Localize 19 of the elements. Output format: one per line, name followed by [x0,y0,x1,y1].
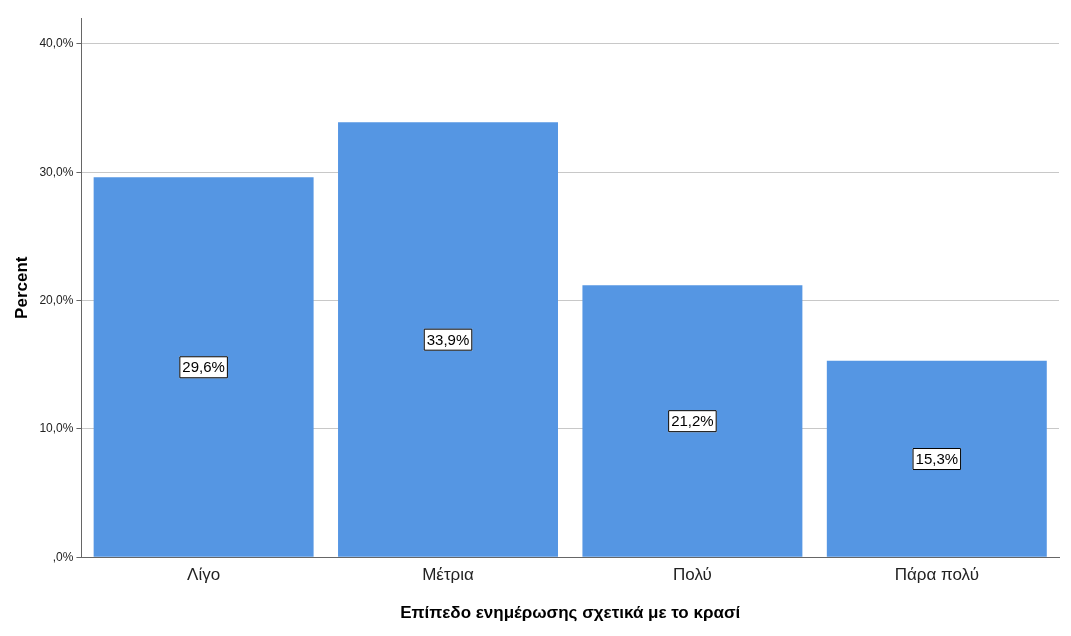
data-label: 33,9% [426,330,470,348]
data-label: 21,2% [671,412,714,430]
bar [338,122,558,557]
bar [826,360,1047,557]
x-tick-label: Λίγο [187,565,221,585]
x-tick-label: Πάρα πολύ [894,565,979,585]
y-tick-label: 30,0% [39,164,74,179]
x-tick-label: Μέτρια [422,565,475,585]
x-tick-label: Πολύ [673,565,712,585]
data-label: 15,3% [915,450,959,468]
y-axis-title: Percent [11,256,31,319]
x-axis-title: Επίπεδο ενημέρωσης σχετικά με το κρασί [400,603,741,623]
y-tick-label: 10,0% [39,421,74,436]
y-tick-label: ,0% [52,549,74,564]
y-tick-label: 20,0% [39,292,74,307]
bar [93,177,314,557]
y-tick-label: 40,0% [39,36,74,51]
bar [582,285,803,557]
data-label: 29,6% [182,358,225,376]
